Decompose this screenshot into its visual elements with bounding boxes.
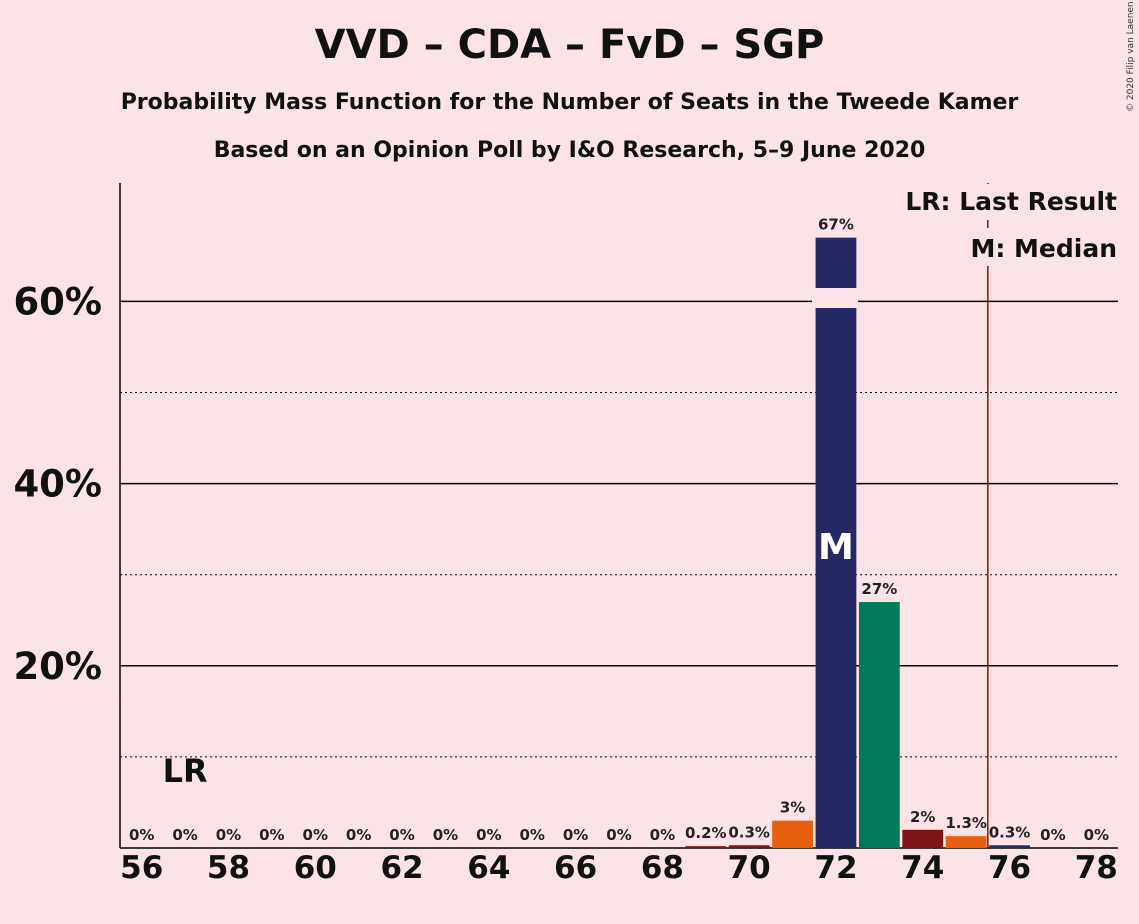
x-tick-label: 72 [814,850,857,886]
data-label: 0% [216,826,241,844]
x-tick-label: 58 [207,850,250,886]
x-tick-label: 70 [728,850,771,886]
bar-seat-73 [858,602,900,848]
x-tick-label: 76 [988,850,1031,886]
bar-seat-75 [945,836,987,848]
y-tick-label: 20% [13,645,102,688]
chart-title: VVD – CDA – FvD – SGP [314,22,825,68]
y-tick-label: 40% [13,463,102,506]
chart-source-subtitle: Based on an Opinion Poll by I&O Research… [213,138,926,163]
data-label: 0% [389,826,414,844]
bar-seat-74 [902,829,944,848]
data-label: 0% [129,826,154,844]
data-label: 0% [476,826,501,844]
x-tick-label: 62 [380,850,423,886]
data-label: 0% [519,826,544,844]
bar-seat-70 [728,845,770,848]
x-tick-label: 64 [467,850,510,886]
bar-seat-69 [685,846,727,848]
data-label: 0% [606,826,631,844]
bar-seat-71 [772,820,813,848]
data-label: 0% [1040,826,1065,844]
legend-backdrop [930,184,1118,220]
data-label: 0% [650,826,675,844]
chart-subtitle: Probability Mass Function for the Number… [120,90,1019,115]
legend-backdrop [812,288,858,308]
x-tick-label: 66 [554,850,597,886]
legend-last-result: LR: Last Result [905,187,1117,216]
legend-median: M: Median [970,234,1117,263]
x-tick-label: 56 [120,850,163,886]
data-label: 0% [563,826,588,844]
data-label: 3% [780,799,805,817]
data-label: 1.3% [945,814,987,832]
data-label: 0% [303,826,328,844]
y-tick-label: 60% [13,280,102,323]
data-label: 0% [1084,826,1109,844]
data-label: 0.3% [989,823,1031,841]
x-tick-label: 60 [294,850,337,886]
data-label: 0% [172,826,197,844]
x-tick-label: 68 [641,850,684,886]
data-label: 0% [259,826,284,844]
bar-seat-76 [989,845,1030,848]
data-label: 0% [433,826,458,844]
median-marker: M [818,527,854,568]
x-tick-label: 78 [1075,850,1118,886]
legend-backdrop [982,228,1118,266]
data-label: 2% [910,808,935,826]
data-label: 0.2% [685,824,727,842]
data-label: 0% [346,826,371,844]
data-label: 27% [861,580,897,598]
bar-seat-72 [815,237,857,848]
last-result-marker: LR [163,752,208,790]
x-tick-label: 74 [901,850,944,886]
data-label: 67% [818,216,854,234]
data-label: 0.3% [728,823,770,841]
